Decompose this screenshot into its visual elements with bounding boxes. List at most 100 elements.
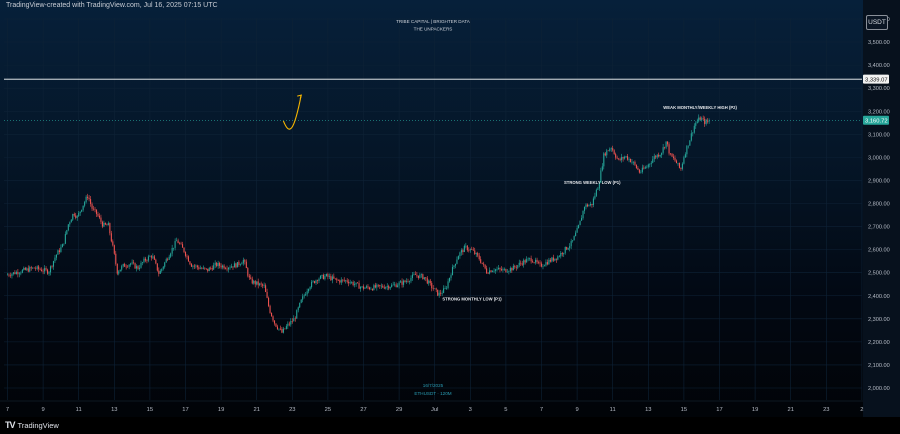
candle-body	[72, 214, 74, 220]
candle-body	[156, 263, 158, 271]
candle-body	[377, 284, 379, 286]
candle-body	[128, 264, 130, 267]
candle-body	[589, 203, 591, 206]
candle-body	[69, 222, 71, 225]
price-axis[interactable]: 2,000.00 2,100.00 2,200.00 2,300.00 2,400.00…	[863, 0, 900, 417]
candle-body	[704, 118, 706, 124]
candle-body	[130, 263, 132, 265]
candle-body	[451, 267, 454, 276]
candle-body	[284, 328, 286, 330]
price-tick-label: 2,000.00	[868, 386, 890, 392]
time-tick-label: 9	[575, 407, 578, 413]
candle-body	[548, 259, 550, 265]
candle-body	[705, 120, 707, 124]
candle-body	[47, 269, 49, 274]
candle-body	[45, 268, 47, 270]
candle-body	[358, 283, 360, 289]
candle-body	[179, 243, 181, 244]
time-tick-label: 7	[540, 407, 543, 413]
candle-body	[468, 250, 470, 251]
candle-body	[288, 323, 290, 325]
candle-body	[64, 234, 66, 244]
candle-body	[419, 274, 421, 278]
candle-body	[560, 252, 562, 257]
candle-body	[85, 196, 87, 203]
candle-body	[70, 219, 72, 223]
candle-body	[239, 264, 241, 265]
candle-body	[431, 282, 433, 289]
candle-body	[376, 284, 378, 288]
annotation-label: WEAK MONTHLY/WEEKLY HIGH (P2)	[663, 105, 737, 110]
candle-body	[136, 266, 138, 269]
candle-body	[446, 287, 448, 289]
candle-body	[414, 274, 416, 275]
candle-body	[152, 256, 154, 258]
candle-body	[337, 280, 339, 281]
candle-body	[411, 274, 413, 278]
candle-body	[229, 267, 231, 269]
candle-body	[29, 267, 31, 272]
price-tick-label: 3,000.00	[868, 155, 890, 161]
candle-body	[671, 153, 673, 157]
candle-body	[291, 320, 293, 322]
time-tick-label: 21	[787, 407, 793, 413]
candle-body	[394, 284, 396, 286]
candle-body	[477, 253, 479, 256]
time-axis[interactable]: 7 9 11 13 15 17 19 21 23 25 27 29 Jul 3 5 7 9 11 13 15 17 19 2…	[0, 400, 864, 413]
candle-body	[555, 258, 557, 260]
candle-body	[698, 117, 700, 122]
candle-body	[342, 279, 344, 281]
candle-body	[318, 278, 320, 281]
candle-body	[174, 241, 176, 248]
candle-body	[592, 198, 594, 205]
time-tick-label: 9	[41, 407, 44, 413]
candle-body	[253, 280, 255, 284]
candle-body	[581, 218, 583, 221]
time-tick-label: 13	[645, 407, 651, 413]
candle-body	[119, 269, 121, 272]
candle-body	[293, 318, 295, 322]
candle-body	[543, 265, 546, 267]
candle-body	[395, 284, 397, 288]
candle-body	[84, 202, 86, 206]
candle-body	[196, 265, 198, 268]
level-price-tag-label: 3,339.07	[865, 77, 888, 83]
candle-body	[282, 328, 284, 333]
candle-body	[529, 258, 531, 259]
candle-body	[398, 282, 400, 286]
candle-body	[161, 268, 163, 271]
tradingview-logo[interactable]: TV TradingView	[5, 420, 59, 430]
candle-body	[334, 278, 336, 280]
candle-body	[441, 292, 443, 294]
candle-body	[494, 269, 497, 271]
candle-body	[658, 154, 660, 157]
candle-body	[687, 145, 689, 147]
candle-body	[508, 271, 510, 272]
candle-body	[279, 328, 281, 330]
candle-body	[370, 288, 372, 290]
candle-body	[250, 277, 252, 279]
candle-body	[432, 288, 434, 289]
candle-body	[75, 215, 77, 218]
candle-body	[551, 257, 553, 262]
watermark-line: TRIBE CAPITAL | BRIGHTER DATA	[396, 19, 471, 24]
currency-selector-button[interactable]: USDT	[866, 15, 888, 30]
candle-body	[695, 122, 697, 126]
candle-body	[478, 255, 480, 260]
candle-body	[49, 266, 52, 273]
candle-body	[612, 148, 614, 151]
candle-body	[609, 149, 611, 151]
candle-body	[637, 168, 639, 170]
price-tick-label: 2,500.00	[868, 271, 890, 277]
candle-body	[348, 281, 350, 284]
candle-body	[211, 268, 213, 270]
candle-body	[668, 144, 670, 154]
candle-body	[540, 263, 543, 267]
candle-body	[546, 262, 548, 265]
last-price-tag-label: 3,160.72	[865, 119, 888, 125]
candle-body	[423, 277, 425, 280]
candle-body	[260, 283, 262, 285]
candle-body	[585, 204, 587, 207]
candle-body	[524, 260, 526, 263]
